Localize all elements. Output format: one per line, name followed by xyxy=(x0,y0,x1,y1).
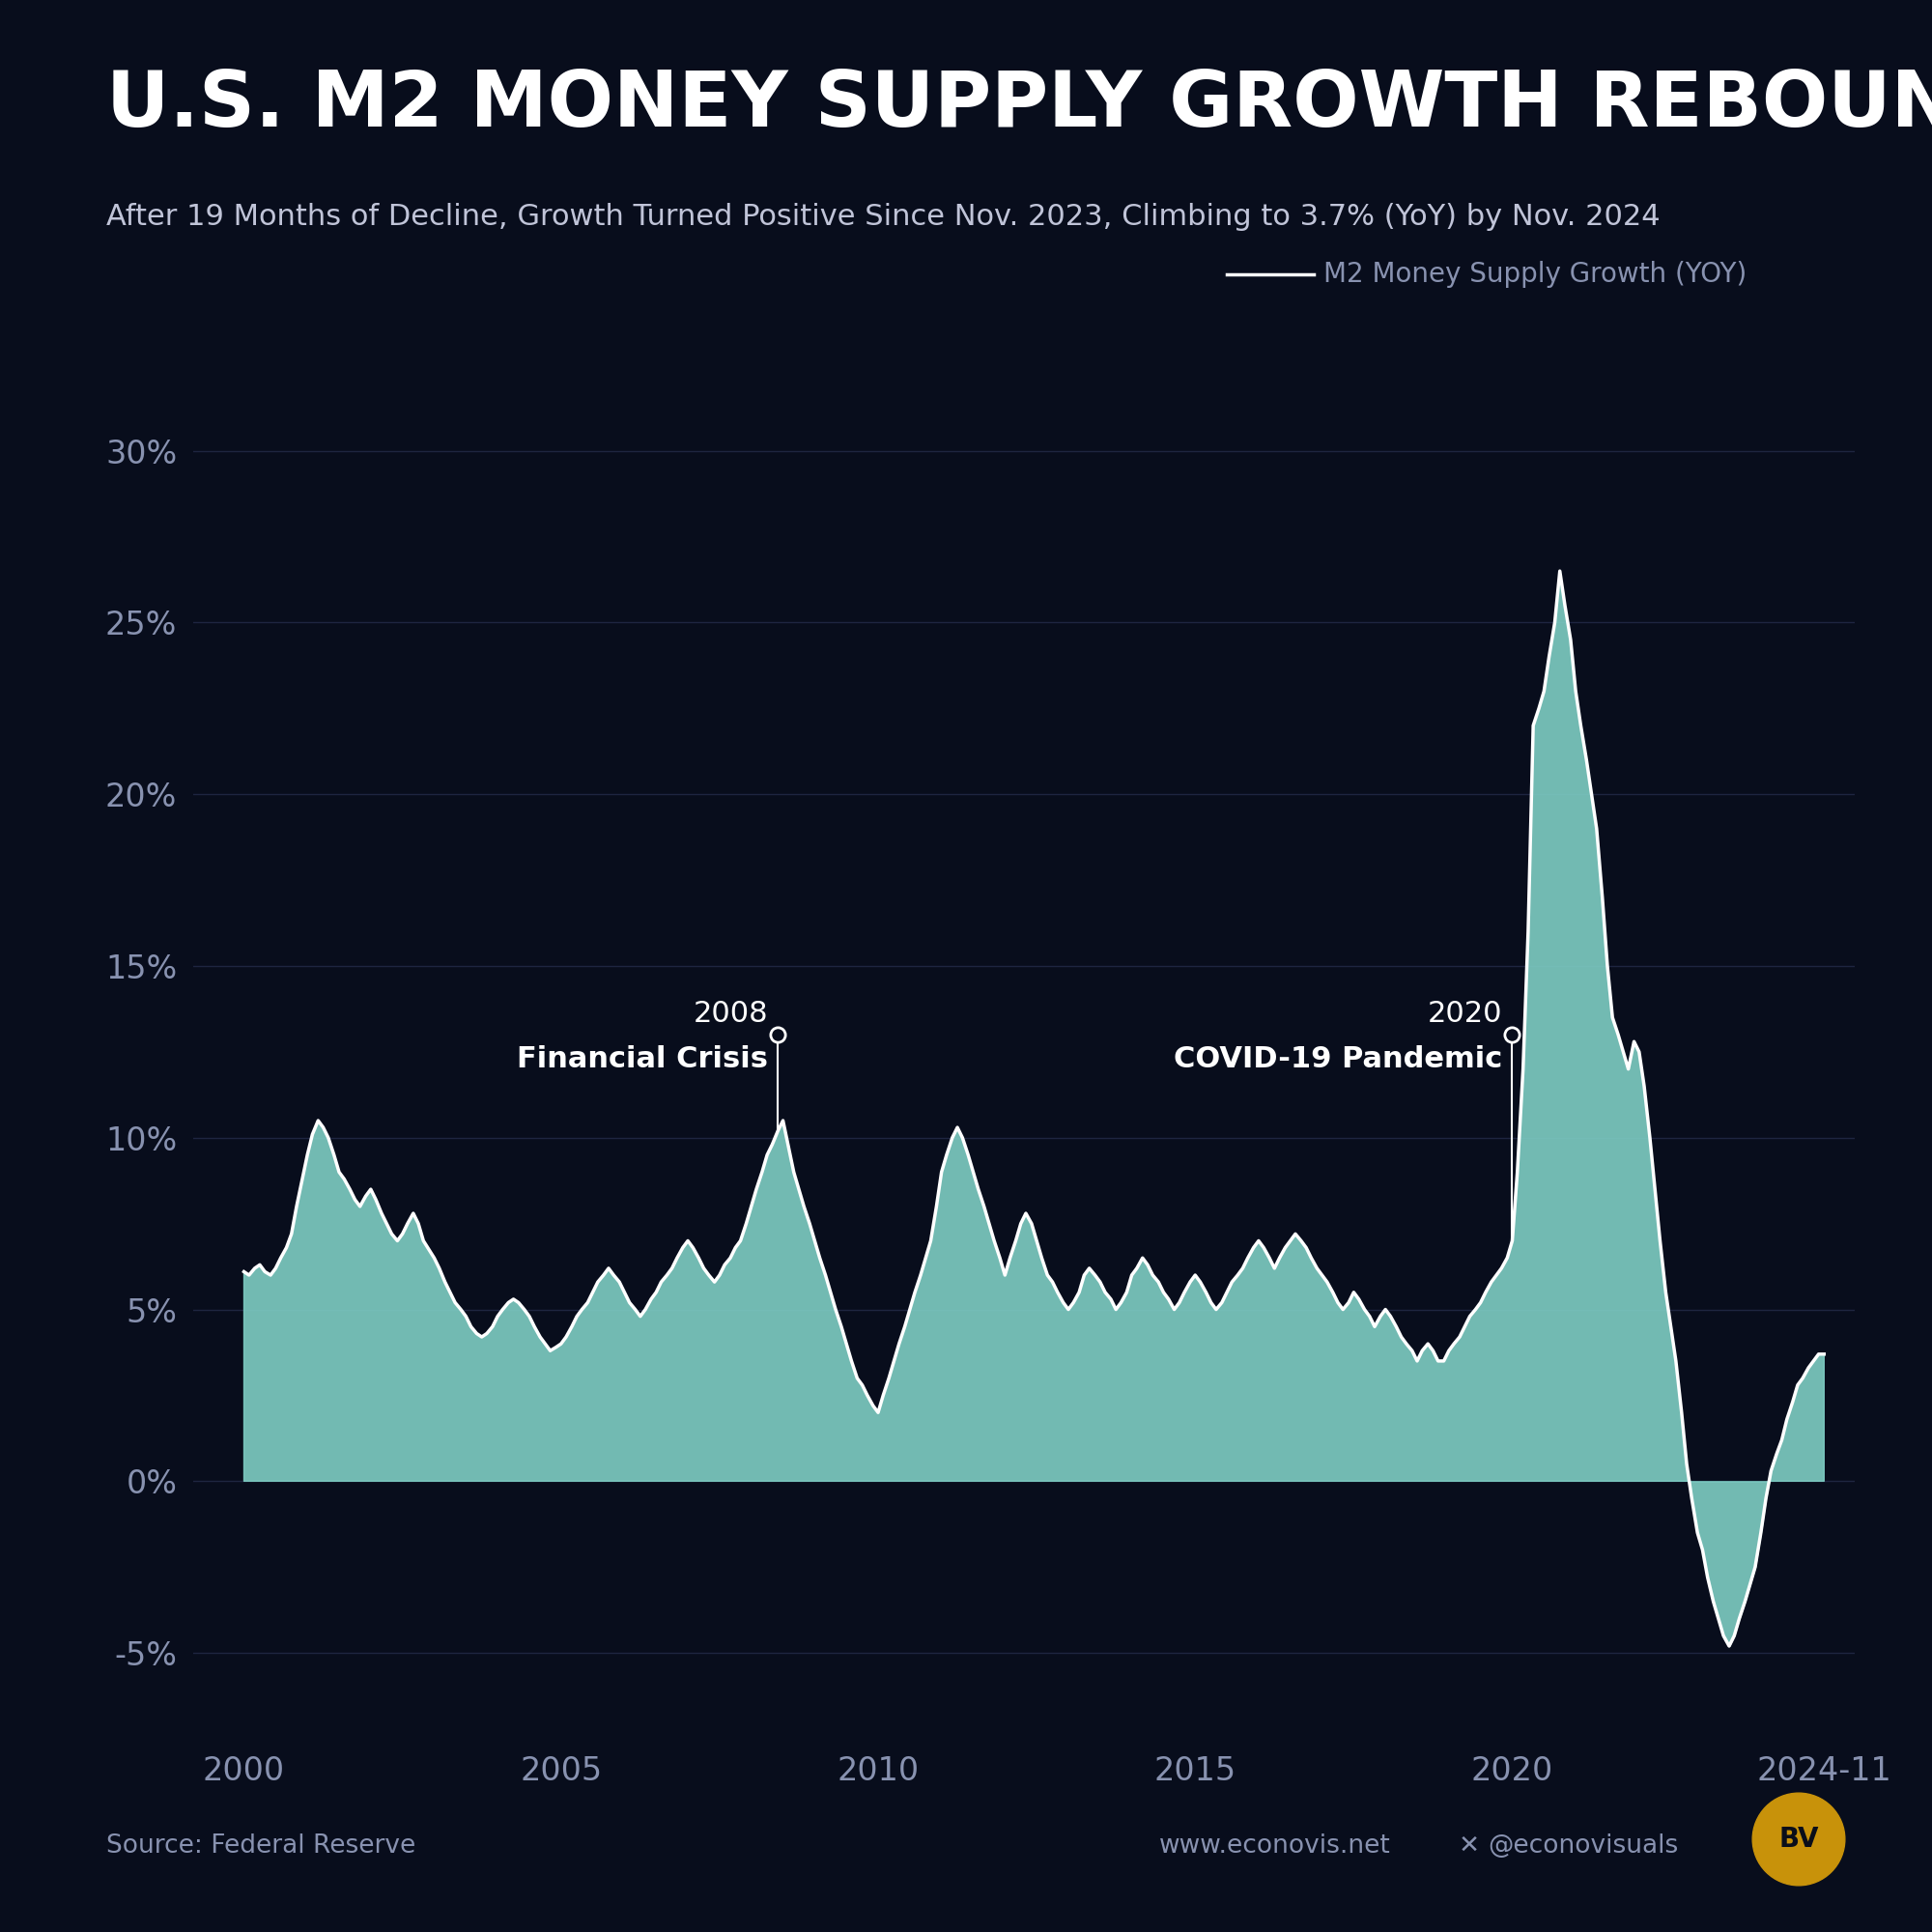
Text: U.S. M2 MONEY SUPPLY GROWTH REBOUNDS: U.S. M2 MONEY SUPPLY GROWTH REBOUNDS xyxy=(106,68,1932,143)
Circle shape xyxy=(1752,1793,1845,1886)
Text: BV: BV xyxy=(1779,1826,1818,1853)
Text: ✕: ✕ xyxy=(1459,1833,1480,1859)
Text: www.econovis.net: www.econovis.net xyxy=(1159,1833,1391,1859)
Text: Source: Federal Reserve: Source: Federal Reserve xyxy=(106,1833,415,1859)
Text: Financial Crisis: Financial Crisis xyxy=(518,1045,769,1072)
Text: @econovisuals: @econovisuals xyxy=(1488,1833,1679,1859)
Text: After 19 Months of Decline, Growth Turned Positive Since Nov. 2023, Climbing to : After 19 Months of Decline, Growth Turne… xyxy=(106,203,1660,230)
Text: 2020: 2020 xyxy=(1428,1001,1503,1028)
Text: M2 Money Supply Growth (YOY): M2 Money Supply Growth (YOY) xyxy=(1323,261,1747,288)
Text: 2008: 2008 xyxy=(694,1001,769,1028)
Text: COVID-19 Pandemic: COVID-19 Pandemic xyxy=(1175,1045,1503,1072)
